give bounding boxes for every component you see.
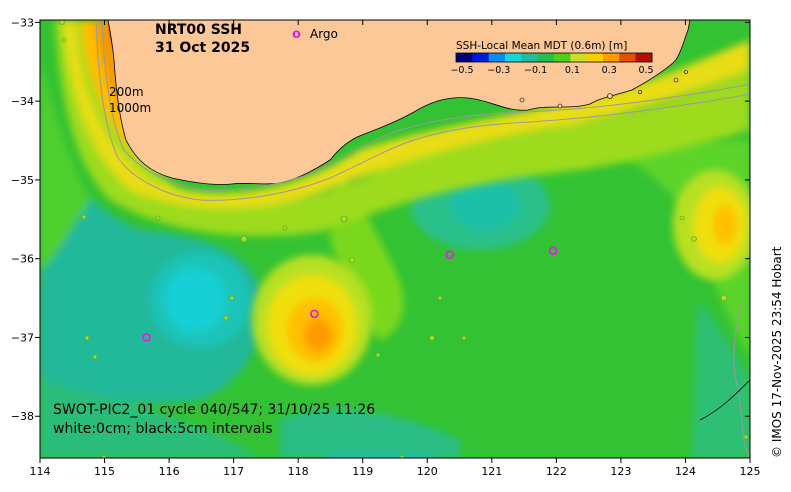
lon-tick-label: 118 — [288, 465, 309, 478]
east-warm-eddy-core — [713, 205, 737, 245]
colorbar-tick-label: −0.1 — [524, 65, 547, 76]
colorbar-swatch — [488, 53, 506, 62]
southwest-teal-band — [40, 380, 260, 458]
contour-info: white:0cm; black:5cm intervals — [53, 421, 273, 437]
lat-tick-label: −33 — [11, 16, 34, 29]
colorbar-tick-label: 0.3 — [602, 65, 617, 76]
lon-tick-label: 121 — [481, 465, 502, 478]
colorbar-swatch — [521, 53, 539, 62]
colorbar-title: SSH-Local Mean MDT (0.6m) [m] — [456, 40, 627, 52]
colorbar-swatch — [570, 53, 588, 62]
island — [673, 77, 679, 83]
swot-pass-info: SWOT-PIC2_01 cycle 040/547; 31/10/25 11:… — [53, 402, 375, 418]
lon-tick-label: 119 — [352, 465, 373, 478]
contour-east-black — [699, 379, 750, 421]
lat-tick-label: −37 — [11, 331, 34, 344]
colorbar-swatch — [635, 53, 653, 62]
lon-tick-label: 115 — [94, 465, 115, 478]
isobath-200m-line — [101, 20, 750, 191]
warm-eddy-core — [304, 319, 332, 351]
lon-tick-label: 125 — [740, 465, 761, 478]
shelf-current-yellow — [62, 20, 750, 209]
shelf-current-green — [55, 20, 750, 236]
west-edge-green — [40, 60, 90, 270]
isobath-east-line — [733, 299, 750, 458]
lon-tick-label: 122 — [546, 465, 567, 478]
colorbar-swatch — [537, 53, 555, 62]
colorbar-tick-label: 0.1 — [565, 65, 580, 76]
latitude-axis: −33 −34 −35 −36 −37 −38 — [11, 16, 750, 423]
lon-tick-label: 116 — [159, 465, 180, 478]
island — [607, 93, 613, 99]
isobath-1000m-label: 1000m — [109, 101, 151, 115]
lon-tick-label: 120 — [417, 465, 438, 478]
colorbar-swatch — [456, 53, 473, 62]
drifter-markers — [59, 20, 749, 458]
argo-float-marker[interactable] — [142, 333, 151, 342]
isobath-200m-label: 200m — [109, 85, 144, 99]
imos-credit: © IMOS 17-Nov-2025 23:54 Hobart — [770, 246, 784, 458]
colorbar-frame — [455, 52, 653, 63]
colorbar-swatch — [554, 53, 571, 62]
colorbar-swatch — [586, 53, 604, 62]
isobath-1000m-line — [95, 20, 750, 201]
island — [684, 70, 688, 74]
colorbar-tick-label: −0.5 — [450, 65, 473, 76]
colorbar-swatch — [619, 53, 637, 62]
east-teal-strip — [690, 300, 750, 458]
lon-tick-label: 117 — [223, 465, 244, 478]
colorbar: SSH-Local Mean MDT (0.6m) [m] −0.5 −0.3 −0… — [450, 40, 653, 76]
argo-legend-label: Argo — [310, 27, 338, 41]
lon-tick-label: 114 — [30, 465, 51, 478]
colorbar-swatch — [603, 53, 620, 62]
map-title: NRT00 SSH — [155, 22, 242, 38]
map-date: 31 Oct 2025 — [155, 40, 250, 56]
plot-frame — [39, 19, 751, 459]
argo-float-marker[interactable] — [548, 246, 558, 256]
lon-tick-label: 123 — [610, 465, 631, 478]
lat-tick-label: −35 — [11, 174, 34, 187]
colorbar-tick-label: 0.5 — [638, 65, 653, 76]
lon-tick-label: 124 — [675, 465, 696, 478]
argo-float-marker[interactable] — [445, 250, 455, 260]
colorbar-swatch — [472, 53, 490, 62]
argo-floats — [142, 246, 558, 342]
longitude-axis: 114 115 116 117 118 119 120 121 122 123 124 125 — [30, 20, 761, 478]
west-eddy-core — [165, 268, 225, 332]
lat-tick-label: −34 — [11, 95, 34, 108]
south-teal-area — [280, 409, 460, 458]
plot-area — [40, 20, 750, 458]
colorbar-tick-label: −0.3 — [487, 65, 510, 76]
lat-tick-label: −38 — [11, 410, 34, 423]
island — [519, 97, 525, 103]
central-eddy-core — [450, 180, 520, 230]
lat-tick-label: −36 — [11, 253, 34, 266]
colorbar-swatch — [505, 53, 522, 62]
island — [637, 89, 643, 95]
argo-legend-marker: o — [292, 27, 301, 42]
island — [557, 103, 563, 109]
argo-float-marker[interactable] — [309, 309, 319, 319]
